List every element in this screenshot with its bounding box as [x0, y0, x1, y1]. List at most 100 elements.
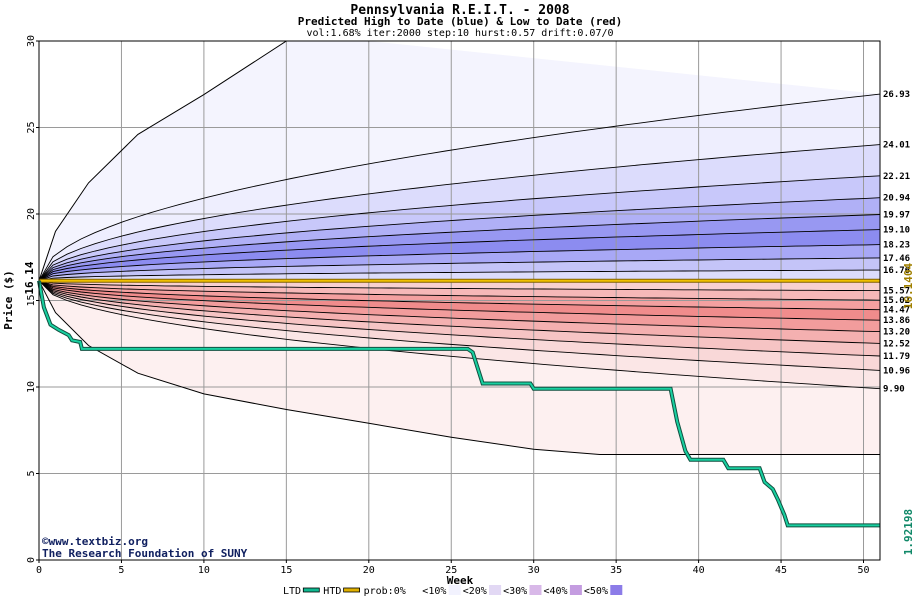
high-percentile-line — [38, 269, 880, 282]
legend-color-swatch — [408, 585, 421, 595]
high-band-fill — [39, 144, 880, 281]
end-value-label: 9.90 — [883, 385, 905, 395]
percentile-lines — [38, 40, 881, 455]
legend-label: LTD — [283, 586, 301, 597]
end-value-label: 16.76 — [883, 266, 910, 276]
legend-label: <50% — [584, 586, 608, 597]
high-band-fill — [39, 229, 880, 281]
low-percentile-line — [38, 280, 881, 301]
low-percentile-line — [38, 280, 881, 357]
end-value-label: 20.94 — [883, 194, 911, 204]
end-value-labels: 26.93 24.01 22.21 20.94 19.97 19.10 18.23 17.46… — [883, 90, 911, 395]
x-tick-label: 20 — [363, 565, 375, 576]
end-value-label: 13.20 — [883, 328, 910, 338]
low-percentile-line — [38, 280, 881, 311]
legend-line-swatch — [343, 587, 361, 593]
high-percentile-line — [38, 229, 881, 282]
legend-label: <10% — [422, 586, 446, 597]
x-axis-label: Week — [447, 574, 474, 587]
chart-params: vol:1.68% iter:2000 step:10 hurst:0.57 d… — [306, 28, 613, 39]
x-tick-label: 40 — [693, 565, 705, 576]
x-tick-label: 10 — [198, 565, 210, 576]
end-value-label: 19.10 — [883, 226, 910, 236]
high-percentile-line — [38, 175, 881, 282]
low-band-fill — [39, 280, 880, 344]
x-tick-label: 45 — [775, 565, 787, 576]
low-band-fill — [39, 280, 880, 310]
y-tick-label: 20 — [26, 208, 37, 220]
chart-subtitle: Predicted High to Date (blue) & Low to D… — [298, 15, 623, 28]
end-value-label: 14.47 — [883, 306, 910, 316]
y-axis-label: Price ($) — [2, 270, 15, 330]
legend: LTD HTD prob:0% <10% <20% <30% <40% <50% — [283, 585, 623, 597]
x-tick-label: 50 — [857, 565, 869, 576]
legend-color-swatch — [529, 585, 542, 595]
end-value-label: 15.02 — [883, 296, 910, 306]
legend-color-swatch — [448, 585, 461, 595]
low-band-fill — [39, 280, 880, 389]
end-value-label: 10.96 — [883, 366, 910, 376]
legend-label: HTD — [323, 586, 341, 597]
high-percentile-line — [38, 144, 881, 282]
chart-title: Pennsylvania R.E.I.T. - 2008 — [350, 3, 569, 18]
low-percentile-line — [38, 280, 881, 344]
legend-label: <20% — [463, 586, 487, 597]
low-band-fill — [39, 280, 880, 291]
legend-label: <30% — [503, 586, 527, 597]
ltd-line — [38, 280, 880, 527]
y-tick-label: 15 — [26, 294, 37, 306]
watermark-org: The Research Foundation of SUNY — [42, 547, 248, 560]
low-band-fill — [39, 280, 880, 371]
y-tick-label: 5 — [26, 470, 37, 476]
x-tick-label: 5 — [118, 565, 124, 576]
low-band-fill — [39, 280, 880, 356]
x-tick-label: 25 — [445, 565, 457, 576]
high-percentile-line — [38, 93, 881, 282]
end-value-label: 18.23 — [883, 241, 910, 251]
y-tick-label: 30 — [26, 35, 37, 47]
x-tick-label: 30 — [528, 565, 540, 576]
legend-color-swatch — [569, 585, 582, 595]
y-tick-label: 0 — [26, 557, 37, 563]
x-tick-label: 15 — [280, 565, 292, 576]
low-band-fill — [39, 280, 880, 321]
low-band-fill — [39, 280, 880, 332]
y-tick-label: 10 — [26, 381, 37, 393]
legend-label: <40% — [544, 586, 568, 597]
legend-label: prob:0% — [364, 586, 406, 597]
x-tick-label: 35 — [610, 565, 622, 576]
high-band-fill — [39, 257, 880, 281]
end-value-label: 13.86 — [883, 316, 910, 326]
high-band-fill — [39, 270, 880, 281]
series-lines — [37, 278, 880, 528]
low-percentile-line — [38, 280, 880, 292]
high-band-fill — [39, 41, 880, 281]
htd-end-value: 16.1404 — [902, 262, 915, 309]
high-percentile-line — [38, 244, 881, 282]
end-value-label: 11.79 — [883, 352, 910, 362]
high-percentile-line — [38, 197, 881, 282]
low-percentile-line — [38, 280, 881, 371]
start-price-label: 16.14 — [23, 261, 36, 294]
high-band-fill — [39, 94, 880, 281]
end-value-label: 22.21 — [883, 172, 910, 182]
y-tick-label: 25 — [26, 121, 37, 133]
high-band-fill — [39, 214, 880, 281]
high-percentile-line — [38, 257, 881, 282]
end-value-label: 26.93 — [883, 90, 910, 100]
end-value-label: 17.46 — [883, 254, 910, 264]
end-value-label: 15.57 — [883, 287, 910, 297]
end-value-label: 12.52 — [883, 339, 910, 349]
high-band-fill — [39, 244, 880, 281]
legend-color-swatch — [489, 585, 502, 595]
legend-line-swatch — [302, 587, 320, 593]
low-percentile-line — [38, 280, 881, 333]
low-percentile-line — [38, 280, 881, 321]
legend-color-swatch — [610, 585, 623, 595]
probability-bands — [39, 41, 880, 455]
end-value-label: 19.97 — [883, 211, 910, 221]
low-band-fill — [39, 280, 880, 301]
axis-ticks: 0 5 10 15 20 25 30 35 40 45 50 0 5 10 15 20 25 30 — [26, 35, 870, 576]
end-value-label: 24.01 — [883, 141, 910, 151]
high-percentile-line — [38, 214, 881, 282]
